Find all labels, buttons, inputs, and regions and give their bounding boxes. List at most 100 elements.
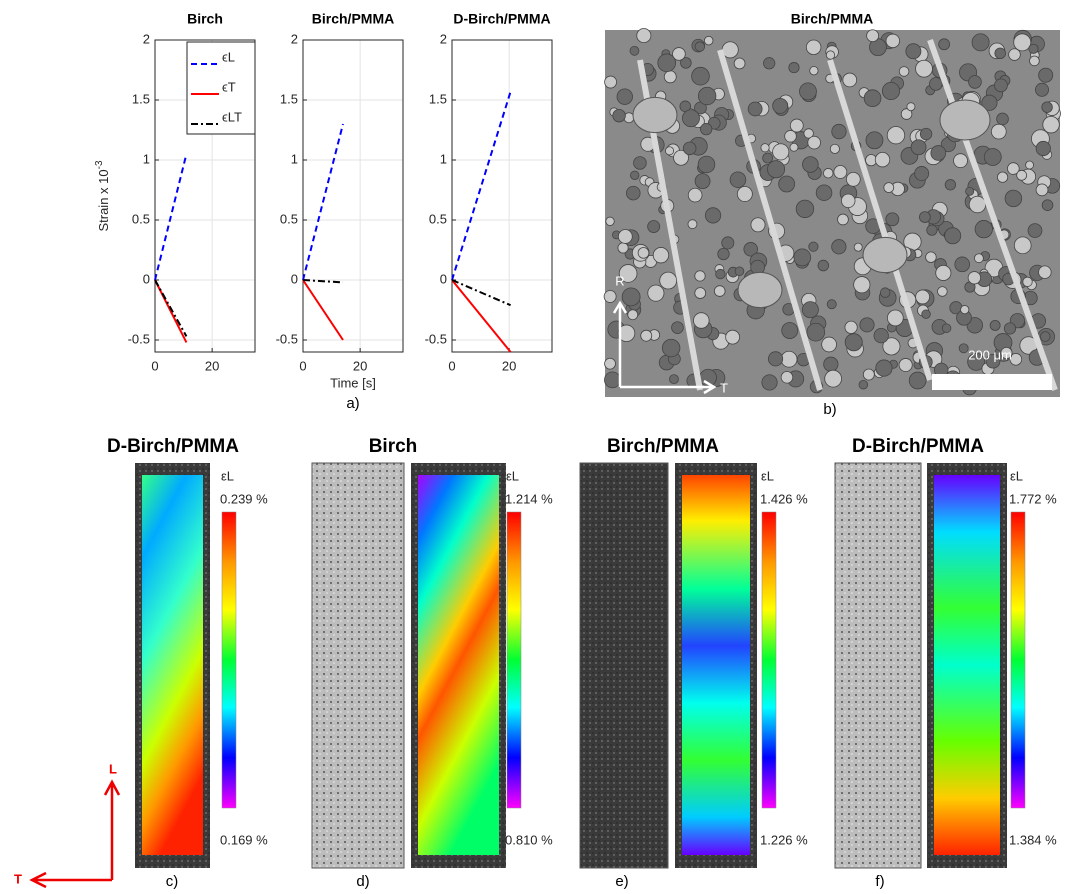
sem-cell: [1041, 101, 1053, 113]
sem-cell: [640, 329, 653, 342]
sem-cell: [874, 152, 891, 168]
sem-cell: [733, 57, 746, 70]
y-tick-label: 0: [291, 271, 298, 286]
strain-label: εL: [506, 468, 519, 483]
sem-cell: [960, 305, 970, 315]
sem-cell: [617, 242, 629, 254]
sem-ray: [927, 38, 1058, 392]
y-tick-label: 1.5: [280, 91, 298, 106]
sem-cell: [815, 184, 833, 201]
specimen-photo: [834, 462, 922, 869]
y-tick-label: 2: [291, 31, 298, 46]
sem-cell: [734, 266, 745, 277]
sem-cell: [826, 299, 837, 310]
sem-cell: [616, 88, 633, 105]
sem-vessel: [862, 236, 908, 274]
sem-cell: [809, 66, 819, 76]
sem-background: [605, 30, 1060, 397]
sem-cell: [919, 211, 931, 223]
sem-cell: [863, 89, 882, 108]
sem-cell: [647, 220, 661, 233]
sem-cell: [612, 108, 626, 123]
sem-cell: [821, 336, 837, 353]
sem-cell: [637, 247, 650, 259]
sem-cell: [844, 320, 858, 334]
sem-cell: [882, 337, 901, 356]
sem-cell: [768, 351, 784, 367]
sem-cell: [691, 66, 710, 86]
sem-cell: [661, 338, 681, 358]
colorbar: [506, 511, 522, 809]
sem-cell: [721, 236, 735, 250]
colorbar-min: 1.384 %: [1009, 832, 1057, 847]
sem-cell: [915, 59, 933, 78]
series-line: [451, 91, 512, 281]
sem-cell: [824, 369, 842, 388]
axis-arrows: [612, 300, 717, 395]
sem-cell: [1025, 160, 1034, 170]
sem-cell: [879, 287, 891, 298]
sem-cell: [617, 229, 633, 244]
sem-cell: [953, 153, 968, 169]
sem-cell: [687, 187, 703, 203]
sem-cell: [1038, 265, 1052, 279]
sem-cell: [652, 247, 670, 264]
sem-cell: [990, 123, 1007, 140]
panel-label: b): [823, 401, 836, 418]
sem-cell: [625, 185, 641, 201]
colorbar: [1010, 511, 1026, 809]
sem-cell: [944, 179, 957, 191]
y-axis-label-text: Strain x 10: [96, 169, 111, 231]
sem-cell: [965, 186, 975, 196]
sem-cell: [713, 285, 726, 297]
sem-cell: [833, 165, 848, 179]
panel-title: Birch/PMMA: [607, 436, 719, 457]
strain-field: [418, 475, 499, 855]
sem-cell: [997, 171, 1009, 183]
sem-cell: [633, 156, 647, 170]
sem-cell: [715, 268, 726, 280]
sem-cell: [817, 259, 830, 272]
axis-r-label: R: [615, 273, 624, 288]
sem-cell: [618, 264, 638, 283]
strain-field: [682, 475, 750, 855]
panel-title: Birch: [369, 436, 418, 457]
x-tick-label: 0: [299, 358, 306, 373]
sem-cell: [647, 284, 665, 302]
sem-cell: [914, 166, 930, 181]
sem-cell: [697, 86, 717, 106]
sem-cell: [1007, 162, 1020, 175]
sem-cell: [837, 213, 849, 226]
legend-label: ϵT: [222, 79, 236, 94]
scale-bar-label: 200 μm: [968, 347, 1012, 362]
sem-cell: [1000, 346, 1013, 359]
sem-cell: [780, 350, 798, 368]
y-tick-label: 1.5: [429, 91, 447, 106]
sem-cell: [925, 251, 937, 263]
sem-cell: [900, 108, 913, 120]
sem-cell: [937, 286, 948, 297]
strain-label: εL: [221, 468, 234, 483]
scale-bar: [932, 374, 1052, 390]
sem-cell: [672, 47, 686, 61]
sem-cell: [883, 182, 895, 193]
sem-cell: [729, 171, 747, 188]
sem-cell: [935, 264, 952, 281]
sem-cell: [1041, 199, 1054, 211]
sem-cell: [858, 379, 869, 390]
sem-cell: [1028, 43, 1039, 54]
sem-cell: [693, 312, 710, 329]
sem-cell: [604, 371, 621, 389]
colorbar-min: 1.226 %: [760, 832, 808, 847]
sem-cell: [1004, 189, 1023, 208]
sem-cell: [694, 173, 711, 190]
sem-cell: [875, 359, 893, 377]
sem-cell: [1022, 276, 1033, 287]
sem-cell: [802, 156, 819, 173]
sem-cell: [680, 57, 692, 69]
chart-title: D-Birch/PMMA: [453, 11, 550, 27]
sem-ray: [717, 49, 823, 391]
sem-cell: [1039, 331, 1051, 342]
sem-cell: [865, 131, 884, 150]
